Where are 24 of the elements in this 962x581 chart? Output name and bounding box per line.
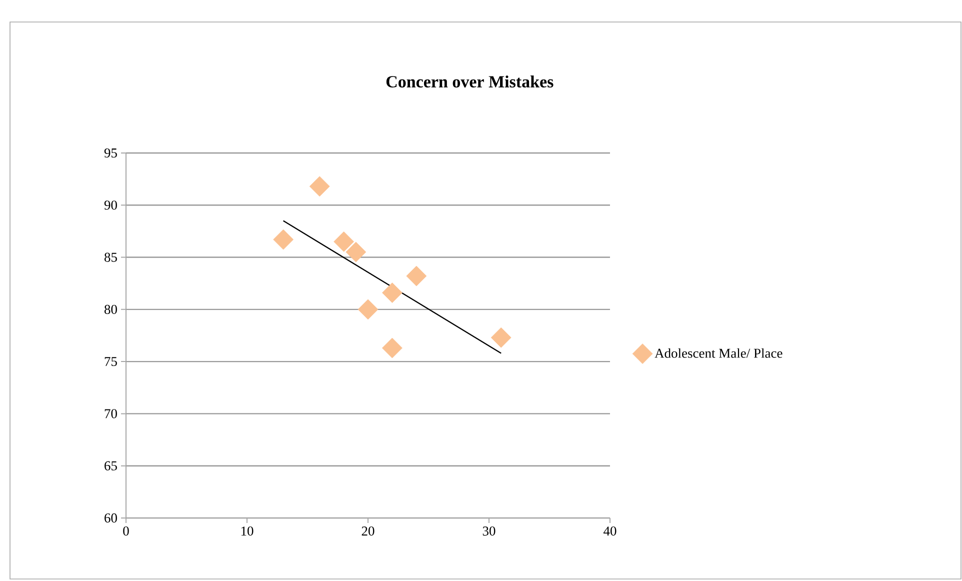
chart-title: Concern over Mistakes (386, 76, 554, 88)
y-tick-label: 60 (104, 513, 117, 523)
y-tick-label: 90 (104, 200, 117, 210)
x-tick-label: 40 (604, 526, 616, 536)
point (273, 229, 294, 250)
y-tick-label: 80 (104, 304, 117, 314)
x-tick-label: 20 (362, 526, 374, 536)
point (382, 338, 402, 358)
point (358, 299, 378, 320)
x-tick-label: 0 (123, 526, 129, 536)
y-tick-label: 65 (104, 461, 117, 470)
y-tick-label: 75 (104, 357, 117, 366)
x-tick-label: 30 (482, 526, 496, 536)
point (346, 242, 366, 262)
y-tick-label: 95 (104, 148, 117, 158)
y-tick-label: 85 (104, 252, 117, 262)
x-tick-label: 10 (241, 526, 254, 536)
point (334, 231, 354, 252)
point (309, 176, 330, 197)
legend-label: Adolescent Male/ Place (654, 348, 782, 358)
y-tick-label: 70 (104, 409, 117, 418)
point (406, 266, 427, 286)
point (490, 327, 512, 348)
point (382, 282, 402, 303)
